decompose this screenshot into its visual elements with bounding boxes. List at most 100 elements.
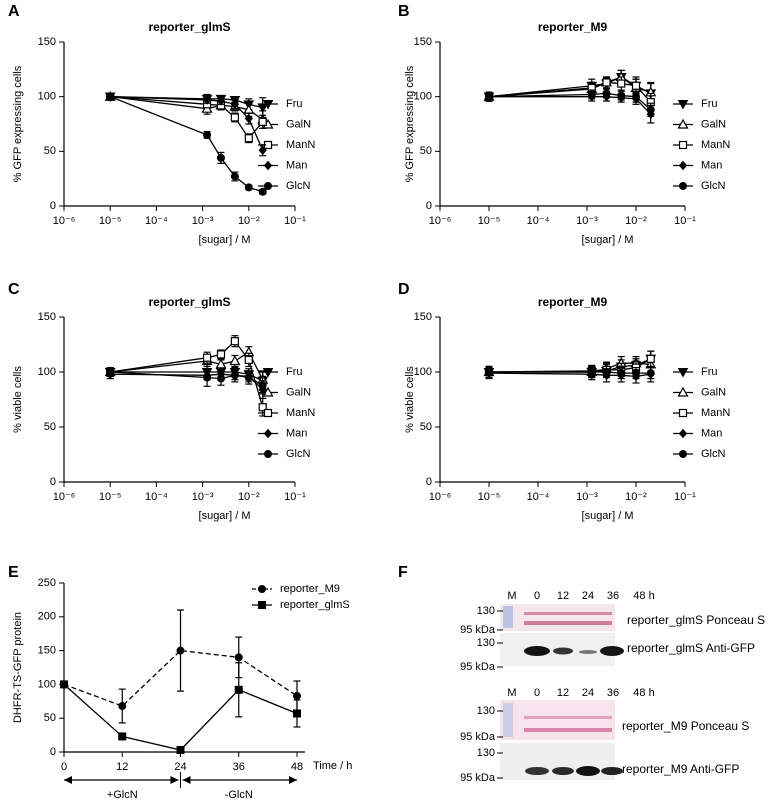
y-axis-label: % GFP expressing cells: [404, 65, 416, 182]
series-line: [110, 340, 264, 408]
marker-label: 95 kDa: [460, 772, 496, 784]
legend-marker: [677, 100, 689, 110]
y-tick-label: 50: [420, 145, 432, 157]
data-point: [244, 113, 253, 124]
legend-label: Man: [701, 427, 722, 439]
panel-label: D: [398, 281, 410, 298]
y-tick-label: 50: [44, 712, 56, 724]
x-axis-label: [sugar] / M: [582, 510, 634, 522]
arrow-head: [182, 776, 191, 784]
chart-title: reporter_glmS: [148, 295, 230, 309]
legend-label: ManN: [701, 407, 730, 419]
legend-label: GalN: [701, 386, 726, 398]
data-point: [106, 92, 115, 101]
x-tick-label: 10⁻³: [192, 215, 214, 227]
data-point: [203, 373, 212, 382]
chart-title: reporter_glmS: [148, 20, 230, 34]
band: [600, 646, 624, 656]
data-point: [646, 354, 655, 363]
data-point: [202, 353, 212, 362]
legend-label: Man: [701, 159, 722, 171]
legend-label: Fru: [701, 98, 718, 110]
band: [576, 766, 600, 776]
data-point: [617, 79, 626, 88]
data-point: [244, 373, 253, 382]
data-point: [230, 99, 240, 110]
x-axis-label: Time / h: [313, 760, 352, 772]
y-tick-label: 100: [38, 678, 56, 690]
legend-label: GalN: [286, 118, 311, 130]
lane-label: 12: [557, 687, 569, 699]
marker-label: 130: [477, 747, 495, 759]
x-tick-label: 24: [174, 761, 186, 773]
y-tick-label: 150: [414, 36, 432, 48]
data-point: [258, 117, 267, 126]
panel-label: B: [398, 3, 410, 20]
y-tick-label: 50: [420, 421, 432, 433]
series-line: [63, 683, 298, 751]
x-tick-label: 10⁻⁶: [429, 491, 452, 503]
data-point: [631, 81, 641, 90]
legend-marker: [678, 160, 688, 171]
legend-label: GalN: [286, 386, 311, 398]
series-line: [489, 358, 652, 373]
band: [553, 647, 573, 655]
lane-label: M: [507, 590, 516, 602]
y-tick-label: 100: [38, 366, 56, 378]
data-point: [646, 369, 655, 378]
legend-label: ManN: [286, 139, 315, 151]
x-tick-label: 10⁻⁶: [429, 215, 452, 227]
blot-label: reporter_M9 Ponceau S: [622, 719, 749, 733]
band: [524, 646, 550, 656]
x-tick-label: 10⁻⁵: [478, 491, 501, 503]
legend-label: reporter_glmS: [280, 599, 350, 611]
y-tick-label: 50: [44, 421, 56, 433]
y-tick-label: 0: [50, 200, 56, 212]
data-point: [632, 92, 640, 101]
legend-label: GlcN: [701, 180, 726, 192]
x-tick-label: 10⁻³: [192, 491, 214, 503]
x-tick-label: 10⁻³: [576, 215, 598, 227]
x-tick-label: 10⁻⁵: [99, 491, 122, 503]
legend-label: GlcN: [286, 180, 311, 192]
y-axis-label: % viable cells: [12, 366, 24, 433]
lane-label: 36: [607, 687, 619, 699]
blot-label: reporter_glmS Ponceau S: [627, 613, 765, 627]
arrow-head: [64, 776, 72, 784]
annotation: -GlcN: [225, 789, 253, 801]
data-point: [258, 187, 267, 196]
lane-label: 24: [582, 590, 594, 602]
legend-marker: [258, 585, 266, 593]
x-axis-label: [sugar] / M: [199, 234, 251, 246]
data-point: [602, 368, 611, 376]
y-tick-label: 0: [426, 200, 432, 212]
legend-marker: [264, 450, 272, 458]
x-tick-label: 10⁻²: [238, 491, 260, 503]
data-point: [230, 113, 239, 122]
data-point: [216, 350, 226, 359]
data-point: [602, 78, 611, 87]
data-point: [632, 369, 640, 378]
legend-marker: [679, 182, 687, 190]
legend-marker: [263, 428, 273, 439]
data-point: [485, 368, 493, 376]
arrow-head: [170, 776, 179, 784]
y-tick-label: 0: [426, 476, 432, 488]
x-tick-label: 10⁻⁴: [145, 491, 168, 503]
panel-label: A: [8, 3, 20, 20]
data-point: [646, 105, 655, 114]
data-point: [106, 368, 115, 376]
legend-marker: [679, 450, 687, 458]
data-point: [230, 172, 239, 181]
y-tick-label: 100: [414, 91, 432, 103]
data-point: [258, 381, 267, 390]
data-point: [602, 89, 611, 98]
y-tick-label: 150: [38, 36, 56, 48]
legend-marker: [677, 368, 689, 378]
data-point: [230, 371, 239, 380]
x-tick-label: 10⁻¹: [284, 491, 306, 503]
y-tick-label: 100: [38, 91, 56, 103]
legend-marker: [678, 408, 688, 418]
data-point: [617, 369, 626, 378]
